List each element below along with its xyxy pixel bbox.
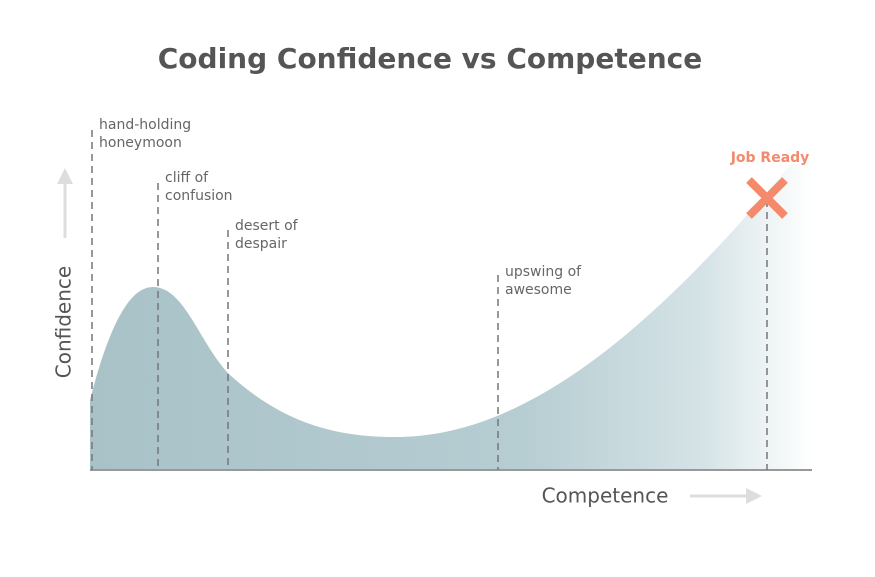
- annotation-text: upswing of: [505, 264, 582, 280]
- x-axis-label: Competence: [542, 484, 669, 508]
- y-axis-label: Confidence: [52, 266, 76, 378]
- marker-label: Job Ready: [730, 150, 810, 166]
- marker-x-stroke: [746, 177, 788, 219]
- annotation-text: confusion: [165, 188, 233, 204]
- curve-area: [90, 160, 812, 470]
- annotation-text: desert of: [235, 218, 299, 234]
- chart-title: Coding Confidence vs Competence: [158, 42, 702, 75]
- x-arrow-head: [746, 488, 762, 504]
- annotation-text: awesome: [505, 282, 572, 298]
- annotation-text: honeymoon: [99, 135, 182, 151]
- annotation-text: cliff of: [165, 170, 209, 186]
- marker-x: [746, 177, 788, 219]
- y-arrow-head: [57, 168, 73, 184]
- annotation-text: despair: [235, 236, 287, 252]
- annotation-text: hand-holding: [99, 117, 191, 133]
